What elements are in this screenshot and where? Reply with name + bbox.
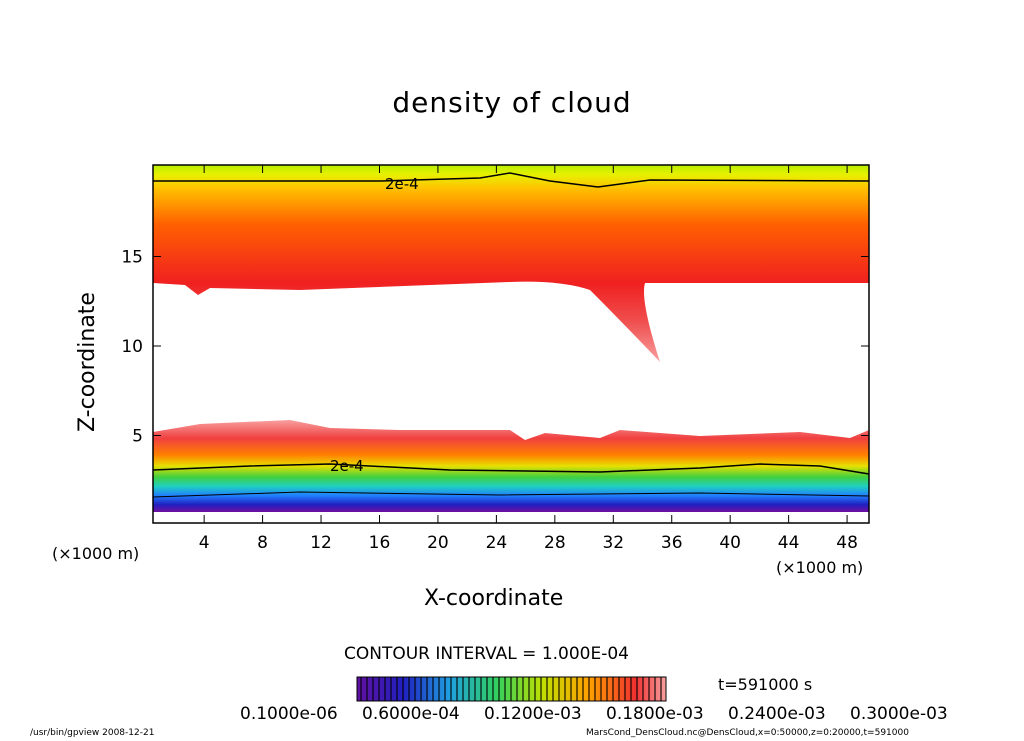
contour-label: 2e-4 bbox=[385, 175, 419, 193]
x-tick-label: 28 bbox=[544, 533, 566, 553]
footer-left: /usr/bin/gpview 2008-12-21 bbox=[30, 728, 155, 738]
x-unit-right: (×1000 m) bbox=[776, 558, 864, 577]
x-tick-label: 36 bbox=[661, 533, 683, 553]
x-tick-label: 24 bbox=[486, 533, 508, 553]
x-tick-label: 20 bbox=[427, 533, 449, 553]
x-tick-label: 4 bbox=[199, 533, 210, 553]
upper-cloud-layer bbox=[153, 165, 870, 362]
contour-line bbox=[152, 463, 870, 475]
x-axis-label: X-coordinate bbox=[424, 586, 564, 611]
colorbar-label: 0.2400e-03 bbox=[728, 704, 826, 724]
plot-frame bbox=[152, 164, 870, 524]
colorbar-label: 0.3000e-03 bbox=[850, 704, 948, 724]
contour-label: 2e-4 bbox=[330, 457, 364, 475]
x-tick-label: 44 bbox=[778, 533, 800, 553]
contour-interval: CONTOUR INTERVAL = 1.000E-04 bbox=[344, 644, 629, 664]
y-tick-label: 5 bbox=[132, 427, 143, 447]
y-axis-label: Z-coordinate bbox=[75, 292, 100, 432]
time-label: t=591000 s bbox=[718, 675, 813, 694]
x-unit-left: (×1000 m) bbox=[52, 544, 140, 563]
colorbar-label: 0.1800e-03 bbox=[606, 704, 704, 724]
x-tick-label: 48 bbox=[836, 533, 858, 553]
x-tick-label: 32 bbox=[602, 533, 624, 553]
y-tick-label: 10 bbox=[121, 337, 143, 357]
x-tick-label: 16 bbox=[369, 533, 391, 553]
chart-title: density of cloud bbox=[392, 86, 632, 119]
colorbar-label: 0.1000e-06 bbox=[240, 704, 338, 724]
x-tick-label: 40 bbox=[719, 533, 741, 553]
lower-cloud-layer bbox=[152, 420, 870, 512]
x-tick-label: 12 bbox=[310, 533, 332, 553]
x-tick-label: 8 bbox=[257, 533, 268, 553]
colorbar-label: 0.1200e-03 bbox=[484, 704, 582, 724]
footer-right: MarsCond_DensCloud.nc@DensCloud,x=0:5000… bbox=[586, 728, 909, 738]
contour-line bbox=[153, 172, 870, 188]
y-tick-label: 15 bbox=[121, 248, 143, 268]
colorbar-label: 0.6000e-04 bbox=[362, 704, 460, 724]
